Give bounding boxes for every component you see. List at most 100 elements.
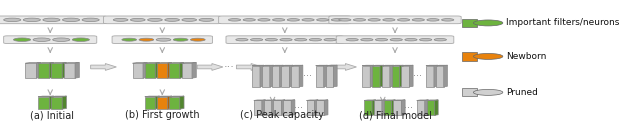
Circle shape [4, 18, 21, 22]
Polygon shape [271, 65, 284, 66]
Circle shape [13, 38, 31, 41]
Circle shape [474, 20, 503, 26]
Polygon shape [362, 66, 370, 87]
Polygon shape [270, 65, 273, 87]
Circle shape [427, 19, 439, 21]
Text: Newborn: Newborn [506, 52, 547, 61]
Polygon shape [394, 100, 401, 115]
Circle shape [332, 19, 344, 21]
Circle shape [122, 38, 136, 41]
Polygon shape [282, 65, 293, 66]
Circle shape [309, 38, 321, 41]
Circle shape [182, 18, 196, 21]
FancyBboxPatch shape [104, 16, 221, 24]
Polygon shape [291, 66, 299, 87]
Polygon shape [143, 63, 147, 78]
Polygon shape [49, 63, 54, 78]
Circle shape [243, 19, 255, 21]
Circle shape [442, 19, 454, 21]
Circle shape [139, 38, 154, 41]
Circle shape [294, 38, 307, 41]
Polygon shape [262, 65, 273, 66]
Polygon shape [364, 100, 372, 115]
Polygon shape [436, 66, 444, 87]
Circle shape [474, 53, 503, 59]
Circle shape [250, 38, 263, 41]
Circle shape [63, 18, 79, 22]
Polygon shape [64, 63, 75, 78]
Polygon shape [62, 96, 67, 109]
Polygon shape [382, 100, 385, 115]
Circle shape [113, 18, 128, 21]
Polygon shape [401, 100, 405, 115]
Polygon shape [157, 63, 168, 78]
Circle shape [173, 38, 188, 41]
Polygon shape [333, 65, 337, 87]
Polygon shape [324, 65, 327, 87]
Polygon shape [168, 96, 172, 109]
Polygon shape [392, 65, 403, 66]
Polygon shape [170, 63, 180, 78]
Polygon shape [264, 100, 271, 115]
Circle shape [131, 18, 145, 21]
Polygon shape [132, 63, 143, 78]
Polygon shape [384, 100, 392, 115]
Polygon shape [51, 96, 67, 97]
Polygon shape [38, 97, 49, 109]
Text: ···: ··· [294, 103, 303, 113]
Polygon shape [271, 100, 275, 115]
Polygon shape [382, 65, 394, 66]
Polygon shape [273, 100, 282, 115]
Polygon shape [374, 100, 382, 115]
Polygon shape [282, 66, 289, 87]
FancyBboxPatch shape [329, 16, 461, 24]
Text: (d) Final model: (d) Final model [358, 110, 431, 120]
Polygon shape [436, 65, 447, 66]
Circle shape [280, 38, 292, 41]
Text: ···: ··· [413, 71, 422, 81]
FancyBboxPatch shape [226, 36, 344, 44]
Text: (c) Peak capacity: (c) Peak capacity [240, 110, 324, 120]
Circle shape [346, 38, 358, 41]
Text: ···: ··· [224, 62, 235, 72]
Polygon shape [91, 63, 116, 70]
Polygon shape [392, 100, 396, 115]
Polygon shape [252, 65, 264, 66]
Polygon shape [316, 66, 324, 87]
Polygon shape [435, 100, 438, 115]
Circle shape [199, 18, 214, 21]
FancyBboxPatch shape [219, 16, 351, 24]
FancyBboxPatch shape [112, 36, 212, 44]
Polygon shape [145, 97, 156, 109]
Text: ···: ··· [303, 71, 312, 81]
Polygon shape [262, 66, 270, 87]
Polygon shape [62, 63, 67, 78]
Circle shape [339, 19, 351, 21]
Circle shape [265, 38, 277, 41]
Polygon shape [36, 63, 41, 78]
Polygon shape [157, 97, 168, 109]
Circle shape [23, 18, 40, 22]
Circle shape [434, 38, 447, 41]
Polygon shape [51, 63, 62, 78]
Bar [462, 52, 477, 61]
Polygon shape [170, 96, 184, 97]
Polygon shape [316, 100, 324, 115]
Polygon shape [326, 66, 333, 87]
Polygon shape [417, 100, 425, 115]
Circle shape [405, 38, 417, 41]
FancyBboxPatch shape [336, 36, 454, 44]
Text: Pruned: Pruned [506, 88, 538, 97]
Circle shape [191, 38, 205, 41]
Circle shape [302, 19, 314, 21]
Circle shape [361, 38, 373, 41]
Polygon shape [38, 96, 54, 97]
Circle shape [474, 89, 503, 95]
Polygon shape [370, 65, 374, 87]
Polygon shape [324, 100, 328, 115]
Polygon shape [282, 100, 285, 115]
Polygon shape [289, 65, 293, 87]
Polygon shape [390, 65, 394, 87]
Polygon shape [307, 100, 314, 115]
Polygon shape [192, 63, 196, 78]
